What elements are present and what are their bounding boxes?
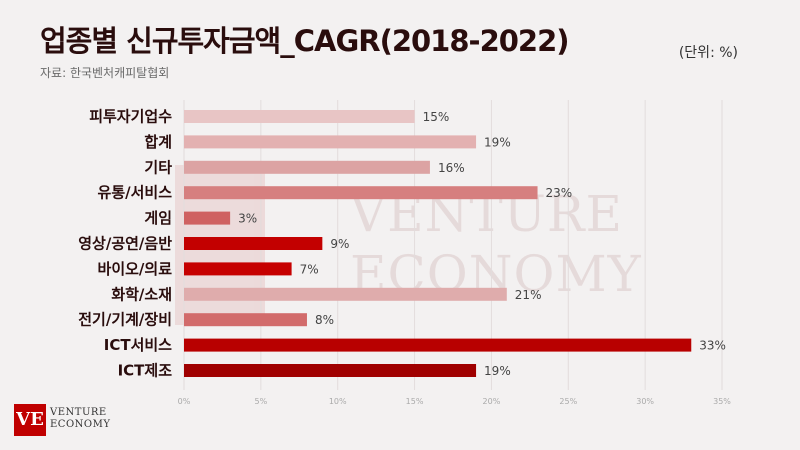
category-label: 기타	[144, 158, 172, 176]
bar	[184, 186, 538, 200]
value-label: 8%	[315, 313, 334, 327]
bar	[184, 338, 692, 352]
bar	[184, 287, 507, 301]
value-label: 9%	[330, 237, 349, 251]
x-tick-label: 10%	[329, 397, 347, 406]
x-tick-label: 30%	[636, 397, 654, 406]
logo-line1: VENTURE	[50, 407, 107, 418]
x-tick-label: 25%	[559, 397, 577, 406]
value-label: 15%	[423, 110, 450, 124]
category-label: ICT서비스	[104, 336, 172, 354]
value-label: 16%	[438, 161, 465, 175]
bar	[184, 160, 430, 174]
category-label: 유통/서비스	[98, 184, 173, 202]
value-label: 7%	[300, 262, 319, 276]
logo-mark: VE	[14, 404, 46, 436]
category-label: 게임	[144, 209, 172, 227]
bar	[184, 262, 292, 276]
category-label: 합계	[144, 133, 172, 151]
value-label: 19%	[484, 135, 511, 149]
x-tick-label: 0%	[178, 397, 191, 406]
bar	[184, 364, 477, 377]
category-label: ICT제조	[118, 362, 173, 380]
x-tick-label: 5%	[255, 397, 268, 406]
category-label: 전기/기계/장비	[78, 311, 172, 329]
bar	[184, 313, 307, 327]
value-label: 19%	[484, 364, 511, 378]
bar	[184, 211, 231, 225]
value-label: 3%	[238, 212, 257, 226]
category-label: 영상/공연/음반	[78, 235, 172, 253]
logo-line2: ECONOMY	[50, 419, 111, 430]
source-label: 자료: 한국벤처캐피탈협회	[40, 66, 170, 80]
category-label: 바이오/의료	[98, 260, 173, 278]
value-label: 33%	[699, 339, 726, 353]
value-label: 23%	[546, 186, 573, 200]
x-tick-label: 15%	[406, 397, 424, 406]
venture-economy-logo: VE VENTURE ECONOMY	[14, 404, 124, 438]
unit-label: (단위: %)	[678, 45, 738, 61]
bar	[184, 135, 477, 149]
value-label: 21%	[515, 288, 542, 302]
chart-title: 업종별 신규투자금액_CAGR(2018-2022)	[40, 24, 570, 58]
x-tick-label: 20%	[483, 397, 501, 406]
logo-text: VENTURE ECONOMY	[50, 407, 110, 431]
x-tick-label: 35%	[713, 397, 731, 406]
bar	[184, 237, 323, 250]
category-label: 화학/소재	[111, 285, 172, 303]
category-label: 피투자기업수	[89, 108, 172, 126]
bar	[184, 110, 415, 123]
